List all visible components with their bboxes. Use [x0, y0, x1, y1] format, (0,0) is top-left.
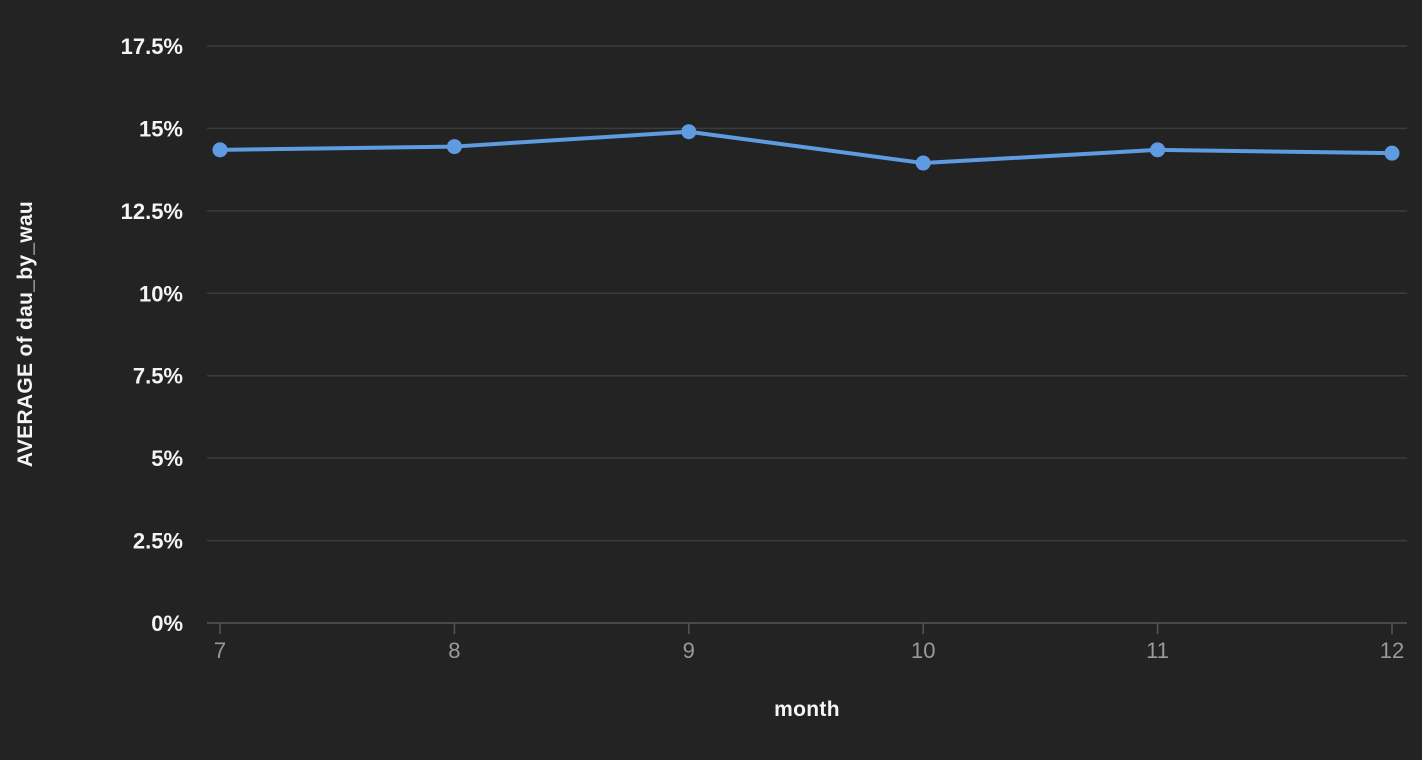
x-tick-label: 12	[1380, 638, 1404, 663]
y-tick-label: 7.5%	[133, 364, 183, 389]
data-point[interactable]	[681, 124, 697, 140]
data-point[interactable]	[212, 142, 228, 158]
y-tick-label: 12.5%	[121, 199, 183, 224]
y-tick-label: 2.5%	[133, 529, 183, 554]
x-tick-label: 8	[448, 638, 460, 663]
data-point[interactable]	[446, 139, 462, 155]
data-point[interactable]	[915, 155, 931, 171]
y-tick-label: 0%	[151, 611, 183, 636]
y-tick-label: 17.5%	[121, 34, 183, 59]
x-tick-label: 11	[1146, 638, 1169, 663]
x-tick-label: 7	[214, 638, 226, 663]
x-tick-label: 9	[683, 638, 695, 663]
y-tick-label: 15%	[139, 116, 183, 141]
y-tick-label: 10%	[139, 281, 183, 306]
data-point[interactable]	[1150, 142, 1166, 158]
x-tick-label: 10	[911, 638, 935, 663]
series-line	[218, 129, 1394, 166]
x-axis-title: month	[774, 698, 840, 721]
data-point[interactable]	[1384, 145, 1400, 161]
y-tick-label: 5%	[151, 446, 183, 471]
